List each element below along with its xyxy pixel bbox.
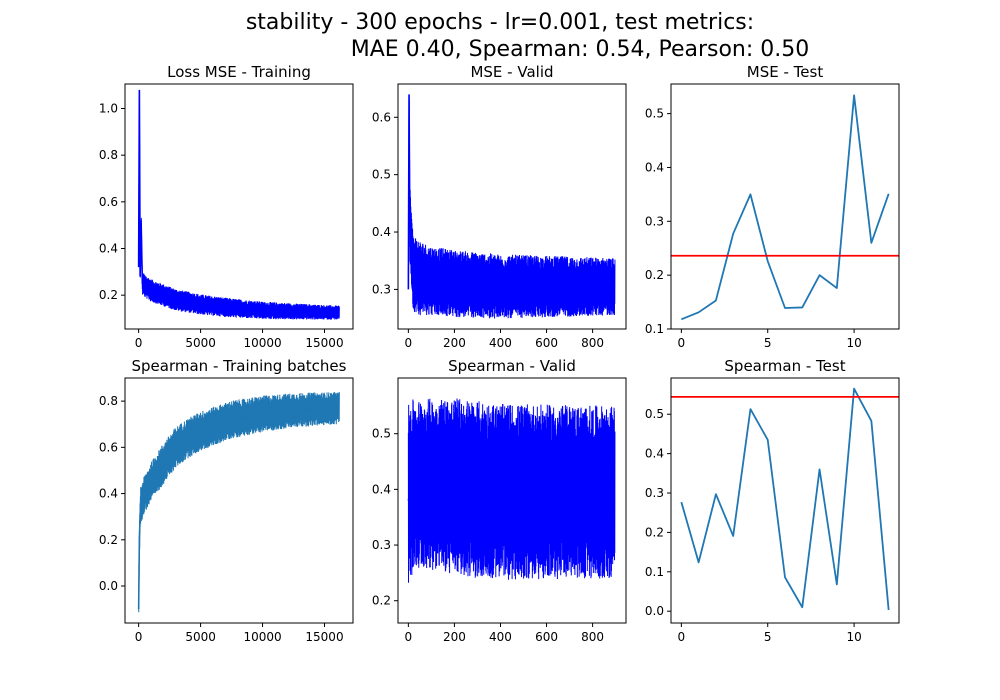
axes-frame xyxy=(124,83,354,330)
x-tick-label: 800 xyxy=(581,630,604,644)
y-tick-label: 0.1 xyxy=(645,565,664,579)
series-line xyxy=(407,398,616,583)
subplot-spearman-test: Spearman - Test 0 5 10 0.0 0.1 0.2 0.3 0.4 0.5 xyxy=(645,357,900,644)
subplot-mse-valid: MSE - Valid 0 200 400 600 800 0.3 0.4 0.5 0.6 xyxy=(372,63,627,350)
y-tick-label: 0.5 xyxy=(645,407,664,421)
series-line xyxy=(680,387,890,611)
plot-area xyxy=(137,392,340,613)
x-tick-label: 600 xyxy=(535,336,558,350)
y-tick-label: 0.6 xyxy=(372,110,391,124)
plot-area xyxy=(407,94,616,319)
y-tick-label: 0.3 xyxy=(645,214,664,228)
y-tick-label: 0.2 xyxy=(645,525,664,539)
subplot-spearman-valid: Spearman - Valid 0 200 400 600 800 0.2 0.3 0.4 0.… xyxy=(372,357,627,644)
plot-area xyxy=(407,398,616,583)
subplot-title: Spearman - Training batches xyxy=(132,357,347,375)
figure-title-line2: MAE 0.40, Spearman: 0.54, Pearson: 0.50 xyxy=(350,37,810,62)
y-tick-label: 0.2 xyxy=(645,268,664,282)
x-tick-label: 600 xyxy=(535,630,558,644)
x-tick-label: 200 xyxy=(443,336,466,350)
y-tick-label: 0.6 xyxy=(99,195,118,209)
x-tick-label: 10 xyxy=(846,630,861,644)
y-tick-label: 0.3 xyxy=(645,486,664,500)
x-tick-label: 5 xyxy=(764,336,772,350)
y-tick-label: 0.6 xyxy=(99,440,118,454)
x-tick-label: 10 xyxy=(846,336,861,350)
y-tick-label: 0.5 xyxy=(372,427,391,441)
y-tick-label: 0.4 xyxy=(645,160,664,174)
y-tick-label: 0.8 xyxy=(99,148,118,162)
axes-frame xyxy=(670,377,900,624)
x-tick-label: 0 xyxy=(135,630,143,644)
x-tick-label: 400 xyxy=(489,336,512,350)
series-line xyxy=(407,96,616,319)
subplot-title: Loss MSE - Training xyxy=(167,63,311,81)
x-tick-label: 0 xyxy=(135,336,143,350)
y-tick-label: 1.0 xyxy=(99,102,118,116)
y-tick-label: 0.0 xyxy=(645,604,664,618)
x-tick-label: 0 xyxy=(405,630,413,644)
axes-frame xyxy=(397,83,627,330)
series-line xyxy=(681,94,890,321)
x-tick-label: 10000 xyxy=(243,630,281,644)
y-tick-label: 0.2 xyxy=(372,594,391,608)
y-tick-label: 0.4 xyxy=(99,487,118,501)
series-trend-line xyxy=(137,89,340,314)
plot-area xyxy=(671,94,899,321)
y-tick-label: 0.5 xyxy=(645,107,664,121)
x-tick-label: 5000 xyxy=(185,630,216,644)
axes-frame xyxy=(397,377,627,624)
y-tick-label: 0.4 xyxy=(645,447,664,461)
x-tick-label: 200 xyxy=(443,630,466,644)
subplot-loss-mse-training: Loss MSE - Training 0 5000 10000 15000 0.2 0.4… xyxy=(99,63,354,350)
x-tick-label: 10000 xyxy=(243,336,281,350)
x-tick-label: 5000 xyxy=(185,336,216,350)
axes-frame xyxy=(670,83,900,330)
x-tick-label: 5 xyxy=(764,630,772,644)
y-tick-label: 0.4 xyxy=(372,482,391,496)
subplot-title: Spearman - Test xyxy=(724,357,845,375)
subplot-title: MSE - Valid xyxy=(470,63,553,81)
subplot-title: Spearman - Valid xyxy=(448,357,576,375)
x-tick-label: 800 xyxy=(581,336,604,350)
x-tick-label: 0 xyxy=(405,336,413,350)
y-tick-label: 0.4 xyxy=(372,225,391,239)
figure-title-line1: stability - 300 epochs - lr=0.001, test … xyxy=(245,10,755,35)
series-line xyxy=(138,392,340,613)
y-tick-label: 0.8 xyxy=(99,394,118,408)
subplot-spearman-training-batches: Spearman - Training batches 0 5000 10000 150… xyxy=(99,357,354,644)
y-tick-label: 0.2 xyxy=(99,533,118,547)
y-tick-label: 0.0 xyxy=(99,579,118,593)
y-tick-label: 0.4 xyxy=(99,242,118,256)
x-tick-label: 0 xyxy=(678,336,686,350)
subplot-mse-test: MSE - Test 0 5 10 0.1 0.2 0.3 0.4 0.5 xyxy=(645,63,900,350)
plot-area xyxy=(137,89,340,320)
subplot-title: MSE - Test xyxy=(747,63,824,81)
series-line xyxy=(138,102,340,320)
y-tick-label: 0.3 xyxy=(372,538,391,552)
y-tick-label: 0.2 xyxy=(99,288,118,302)
y-tick-label: 0.5 xyxy=(372,168,391,182)
axes-frame xyxy=(124,377,354,624)
x-tick-label: 15000 xyxy=(305,336,343,350)
series-trend-line xyxy=(137,407,340,610)
series-trend-line xyxy=(407,94,615,290)
x-tick-label: 400 xyxy=(489,630,512,644)
y-tick-label: 0.1 xyxy=(645,322,664,336)
series-trend-line xyxy=(407,483,615,501)
y-tick-label: 0.3 xyxy=(372,282,391,296)
x-tick-label: 15000 xyxy=(305,630,343,644)
plot-area xyxy=(671,387,899,611)
x-tick-label: 0 xyxy=(678,630,686,644)
